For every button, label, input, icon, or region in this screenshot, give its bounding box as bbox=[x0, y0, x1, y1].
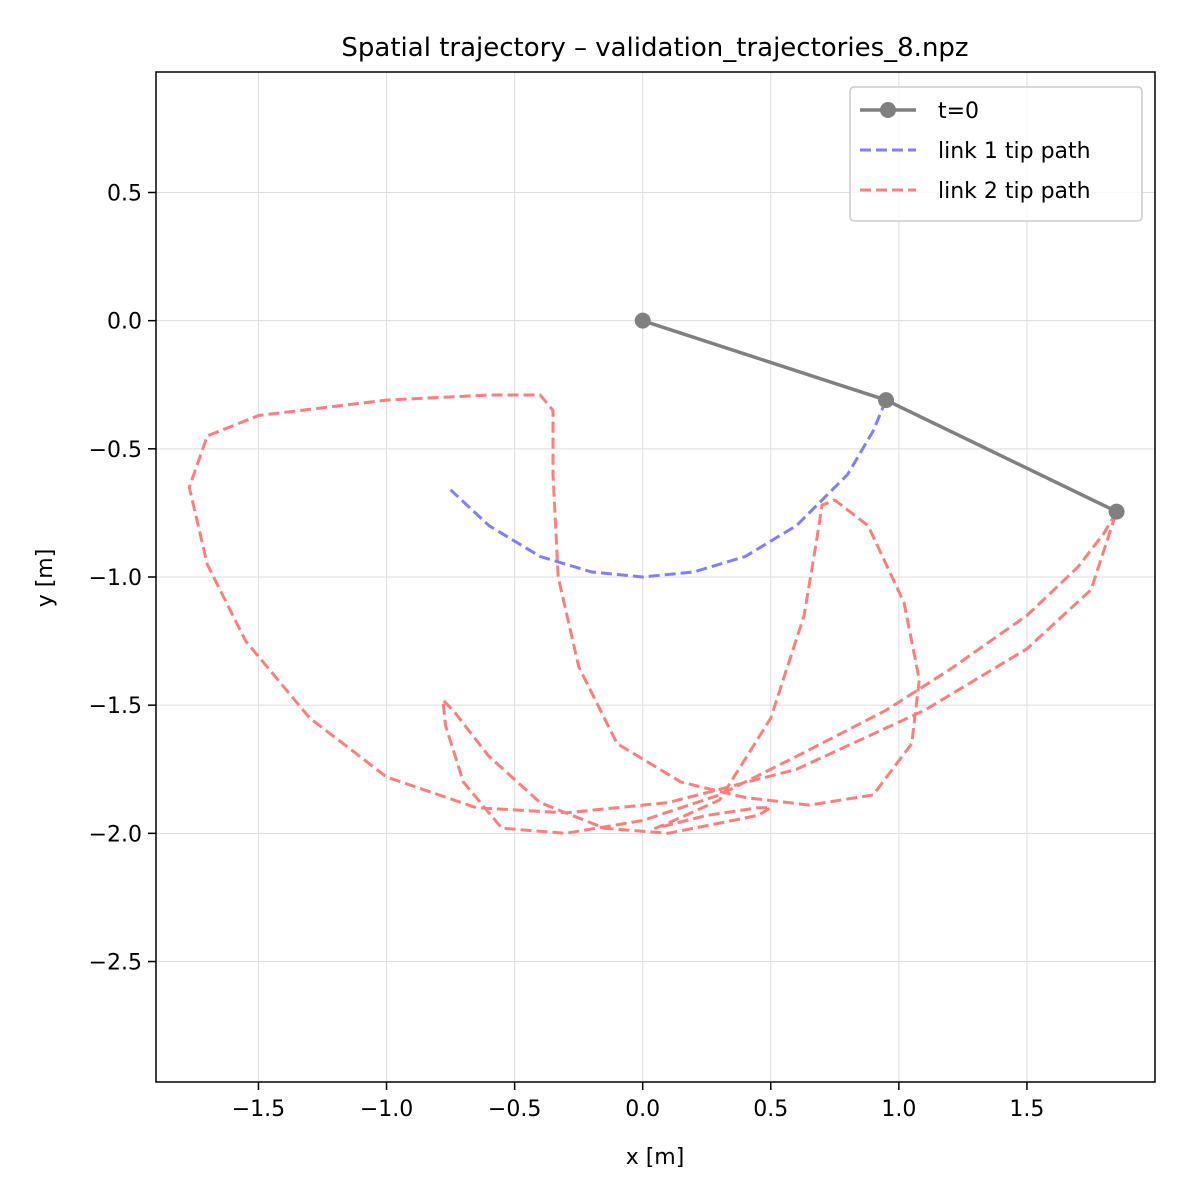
y-axis-label: y [m] bbox=[33, 549, 58, 608]
series-1-line bbox=[449, 399, 888, 579]
y-tick-label-3: −1.0 bbox=[89, 566, 142, 591]
x-axis: −1.5 −1.0 −0.5 0.0 0.5 1.0 1.5 bbox=[232, 1082, 1044, 1122]
x-tick-label-3: 0.0 bbox=[625, 1097, 660, 1122]
y-tick-label-6: −2.5 bbox=[89, 951, 142, 976]
series-0-marker-0 bbox=[634, 312, 651, 329]
y-tick-label-5: −2.0 bbox=[89, 822, 142, 847]
series-2-line bbox=[187, 393, 1119, 835]
y-tick-label-1: 0.0 bbox=[107, 310, 142, 335]
x-tick-label-6: 1.5 bbox=[1009, 1097, 1044, 1122]
y-axis: 0.5 0.0 −0.5 −1.0 −1.5 −2.0 −2.5 bbox=[89, 181, 156, 976]
y-tick-label-4: −1.5 bbox=[89, 694, 142, 719]
x-tick-label-2: −0.5 bbox=[488, 1097, 541, 1122]
y-tick-label-2: −0.5 bbox=[89, 438, 142, 463]
legend-box bbox=[849, 86, 1143, 222]
chart-title: Spatial trajectory – validation_trajecto… bbox=[341, 33, 968, 63]
x-axis-label: x [m] bbox=[626, 1145, 685, 1170]
legend-entry-0-marker bbox=[880, 102, 896, 118]
series-0-marker-1 bbox=[878, 392, 895, 409]
y-tick-label-0: 0.5 bbox=[107, 181, 142, 206]
series-0-marker-2 bbox=[1108, 503, 1125, 520]
x-tick-label-5: 1.0 bbox=[881, 1097, 916, 1122]
legend-entry-0-label: t=0 bbox=[938, 99, 979, 124]
x-tick-label-1: −1.0 bbox=[360, 1097, 413, 1122]
x-tick-label-0: −1.5 bbox=[232, 1097, 285, 1122]
series-layer bbox=[187, 312, 1125, 835]
x-tick-label-4: 0.5 bbox=[753, 1097, 788, 1122]
legend-entry-2-label: link 2 tip path bbox=[938, 179, 1091, 204]
legend-entry-1-label: link 1 tip path bbox=[938, 139, 1091, 164]
legend: t=0 link 1 tip path link 2 tip path bbox=[849, 86, 1143, 222]
